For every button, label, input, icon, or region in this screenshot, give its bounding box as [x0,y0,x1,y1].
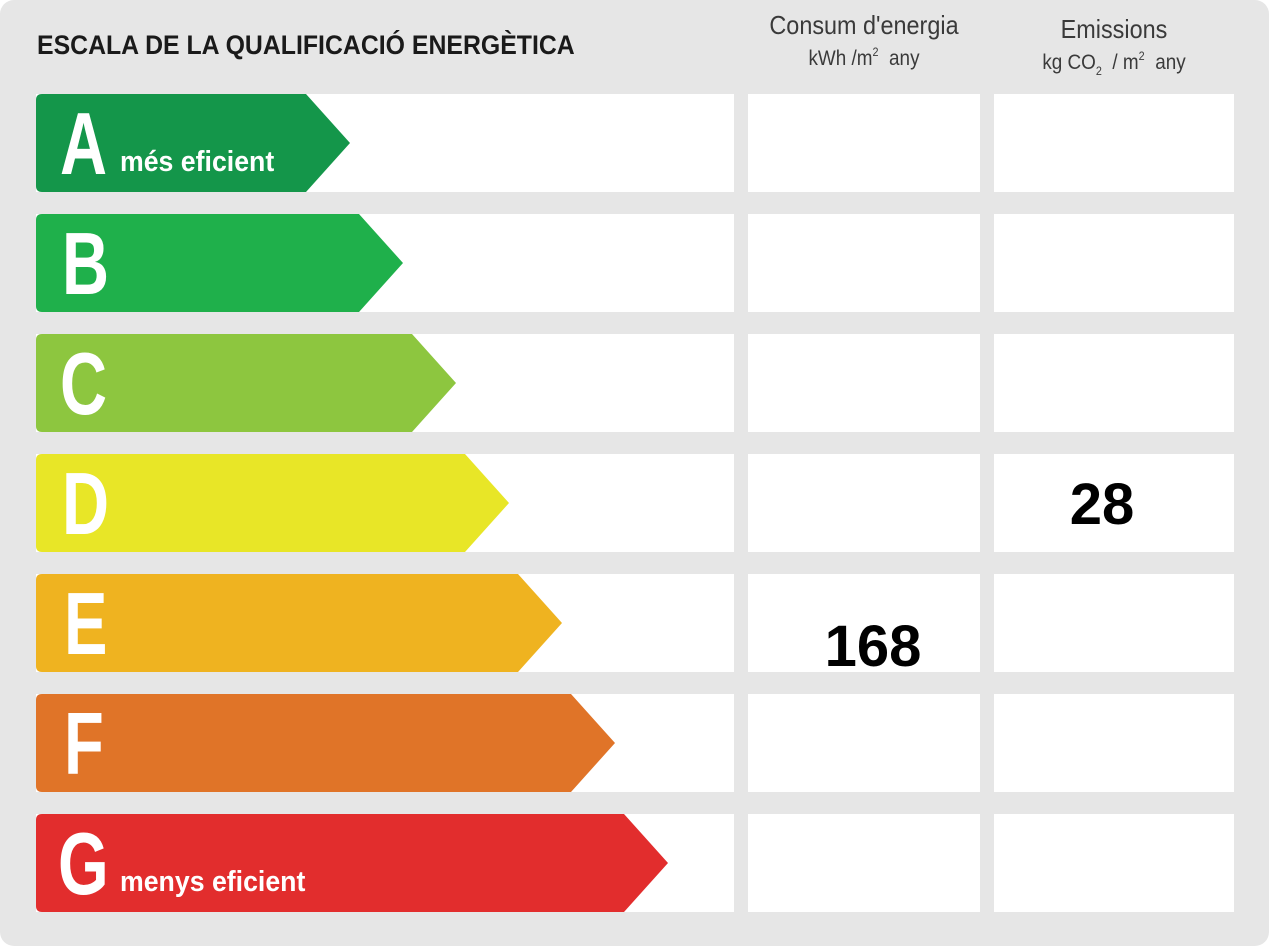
emissions-cell [994,814,1234,912]
energy-value [748,838,998,936]
emissions-value [994,696,1210,794]
rating-arrow-d [36,454,509,552]
rating-letter: E [64,574,108,673]
emissions-column-unit: kg CO2 / m2 any [1006,49,1222,78]
rating-row-e: E 168 [0,574,1269,679]
energy-cell [748,94,980,192]
energy-cell [748,574,980,672]
emissions-cell [994,454,1234,552]
emissions-value: 28 [1069,472,1135,537]
emissions-value [994,816,1210,914]
emissions-value [994,576,1210,674]
energy-cell [748,814,980,912]
rating-arrow-a [36,94,350,192]
rating-arrow-f [36,694,615,792]
rating-letter: D [62,454,110,553]
energy-column-unit: kWh /m2 any [760,45,969,71]
rating-row-a: A més eficient [0,94,1269,192]
emissions-unit-mid: / m [1112,51,1139,74]
rating-description: menys eficient [120,866,306,898]
rating-row-c: C [0,334,1269,432]
energy-unit-prefix: kWh /m [808,47,873,70]
emissions-column-header: Emissions kg CO2 / m2 any [994,14,1234,78]
emissions-unit-suffix: any [1155,51,1186,74]
emissions-unit-sup: 2 [1138,49,1145,63]
energy-value: 168 [824,614,922,679]
energy-unit-sup: 2 [872,45,879,59]
energy-value [748,238,998,336]
emissions-unit-prefix: kg CO [1042,51,1096,74]
emissions-cell [994,94,1234,192]
energy-value [748,118,998,216]
emissions-value [994,96,1210,194]
emissions-unit-sub: 2 [1095,64,1102,78]
energy-column-title: Consum d'energia [769,10,959,40]
rating-letter: A [60,94,108,193]
rating-letter: G [58,814,109,913]
energy-cell [748,334,980,432]
rating-letter: B [62,214,110,313]
energy-cell [748,694,980,792]
emissions-cell [994,574,1234,672]
emissions-cell [994,214,1234,312]
rating-arrow-c [36,334,456,432]
emissions-cell [994,334,1234,432]
rating-description: més eficient [120,146,275,178]
rating-row-g: G menys eficient [0,814,1269,912]
rating-arrow-g [36,814,668,912]
rating-row-d: D 28 [0,454,1269,552]
emissions-cell [994,694,1234,792]
energy-unit-suffix: any [889,47,920,70]
energy-column-header: Consum d'energia kWh /m2 any [748,10,980,71]
energy-value [748,718,998,816]
page-title: ESCALA DE LA QUALIFICACIÓ ENERGÈTICA [37,30,575,60]
rating-letter: C [60,334,108,433]
energy-value [748,358,998,456]
rating-arrow-e [36,574,562,672]
rating-row-b: B [0,214,1269,312]
emissions-value [994,216,1210,314]
energy-cell [748,214,980,312]
energy-value [748,478,998,576]
rating-letter: F [64,694,104,793]
emissions-value [994,336,1210,434]
rating-arrow-b [36,214,403,312]
energy-cell [748,454,980,552]
emissions-column-title: Emissions [1060,14,1168,44]
rating-row-f: F [0,694,1269,792]
